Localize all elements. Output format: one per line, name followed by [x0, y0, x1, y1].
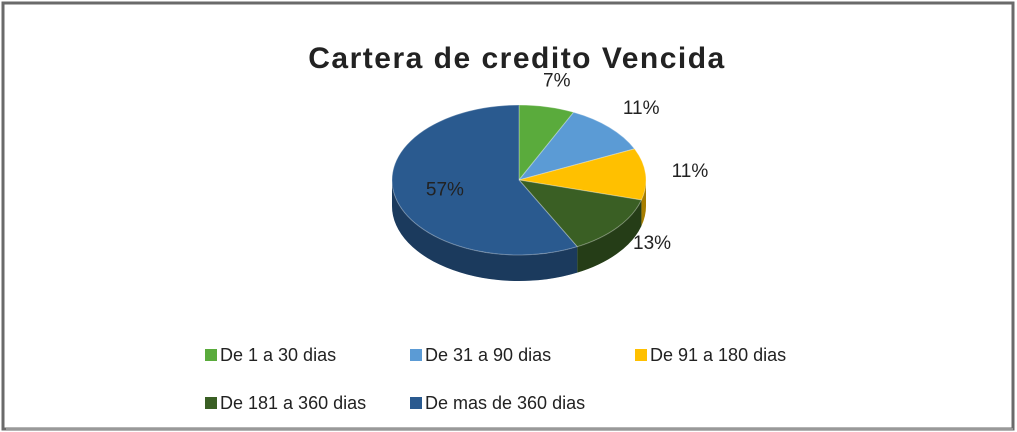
chart-title: Cartera de credito Vencida [308, 42, 726, 75]
legend-label: De 31 a 90 dias [425, 345, 551, 365]
data-label: 11% [672, 161, 709, 182]
legend-label: De 181 a 360 dias [220, 393, 366, 413]
pie-slice [391, 104, 579, 256]
pie-side [641, 180, 646, 226]
pie-side [392, 180, 578, 281]
data-label: 7% [543, 70, 571, 91]
legend-swatch [635, 349, 647, 361]
pie-side [577, 199, 642, 273]
data-label: 57% [426, 180, 464, 201]
legend-label: De 91 a 180 dias [650, 345, 786, 365]
legend-label: De mas de 360 dias [425, 393, 585, 413]
pie-side-shade [577, 199, 642, 273]
pie-side-shade [641, 180, 646, 226]
pie-side-shade [392, 180, 578, 281]
pie-slice [517, 179, 643, 248]
pie-slice [518, 104, 575, 182]
data-label: 11% [623, 98, 660, 119]
legend-swatch [410, 349, 422, 361]
legend-swatch [205, 397, 217, 409]
pie-slice [517, 111, 636, 181]
data-label: 13% [633, 233, 671, 254]
legend-swatch [410, 397, 422, 409]
legend-swatch [205, 349, 217, 361]
legend-label: De 1 a 30 dias [220, 345, 336, 365]
pie-slice [518, 148, 647, 201]
